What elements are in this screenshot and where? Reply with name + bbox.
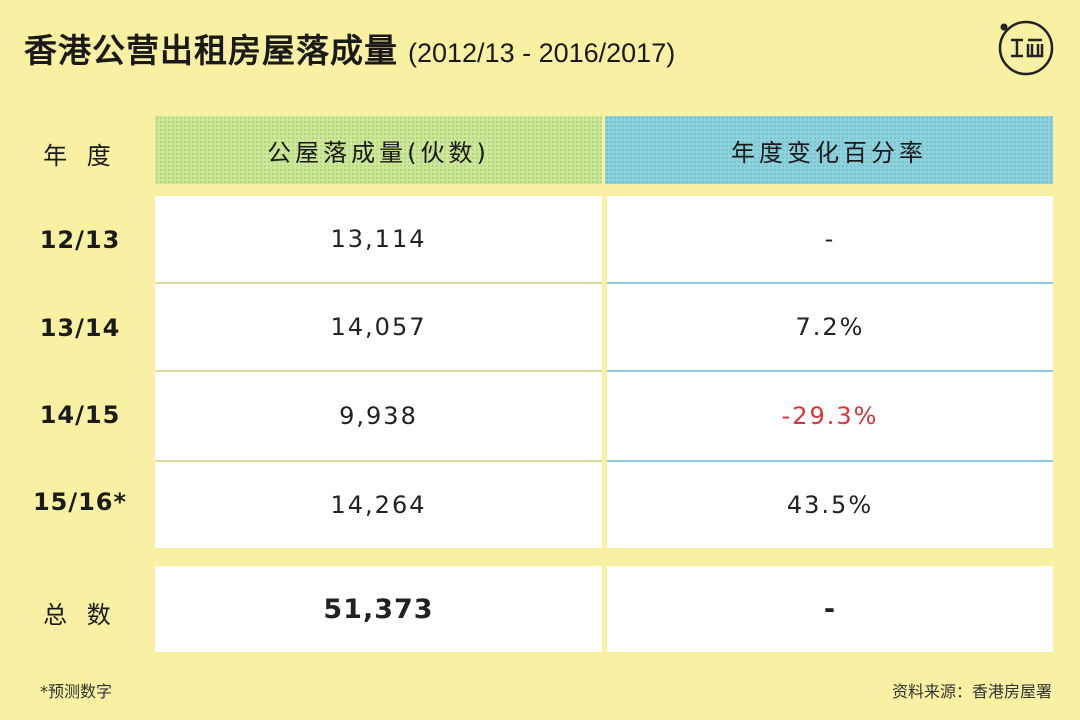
- cell-change: -: [607, 196, 1053, 282]
- total-units: 51,373: [155, 566, 602, 652]
- cell-units: 14,264: [155, 462, 602, 548]
- duan-logo-icon: [998, 20, 1054, 76]
- footnote: *预测数字: [40, 682, 113, 701]
- row-divider: [155, 370, 602, 372]
- row-year: 13/14: [39, 314, 121, 342]
- cell-units: 13,114: [155, 196, 602, 282]
- row-year: 14/15: [39, 401, 121, 429]
- header-year: 年 度: [43, 142, 117, 170]
- header-units: 公屋落成量(伙数): [155, 116, 602, 184]
- title-subtitle: (2012/13 - 2016/2017): [408, 38, 676, 68]
- row-year: 15/16*: [32, 488, 128, 516]
- row-divider: [155, 282, 602, 284]
- cell-units: 14,057: [155, 284, 602, 370]
- cell-units: 9,938: [155, 372, 602, 460]
- cell-change: 7.2%: [607, 284, 1053, 370]
- row-year: 12/13: [39, 226, 121, 254]
- source-note: 资料来源：香港房屋署: [891, 682, 1052, 701]
- row-divider: [607, 370, 1053, 372]
- header-change: 年度变化百分率: [605, 116, 1053, 184]
- total-label: 总 数: [43, 601, 117, 629]
- row-divider: [607, 460, 1053, 462]
- row-divider: [155, 460, 602, 462]
- total-change: -: [607, 566, 1053, 652]
- row-divider: [607, 282, 1053, 284]
- title-text: 香港公营出租房屋落成量: [24, 31, 398, 70]
- cell-change-negative: -29.3%: [607, 372, 1053, 460]
- cell-change: 43.5%: [607, 462, 1053, 548]
- page-title: 香港公营出租房屋落成量 (2012/13 - 2016/2017): [24, 24, 675, 72]
